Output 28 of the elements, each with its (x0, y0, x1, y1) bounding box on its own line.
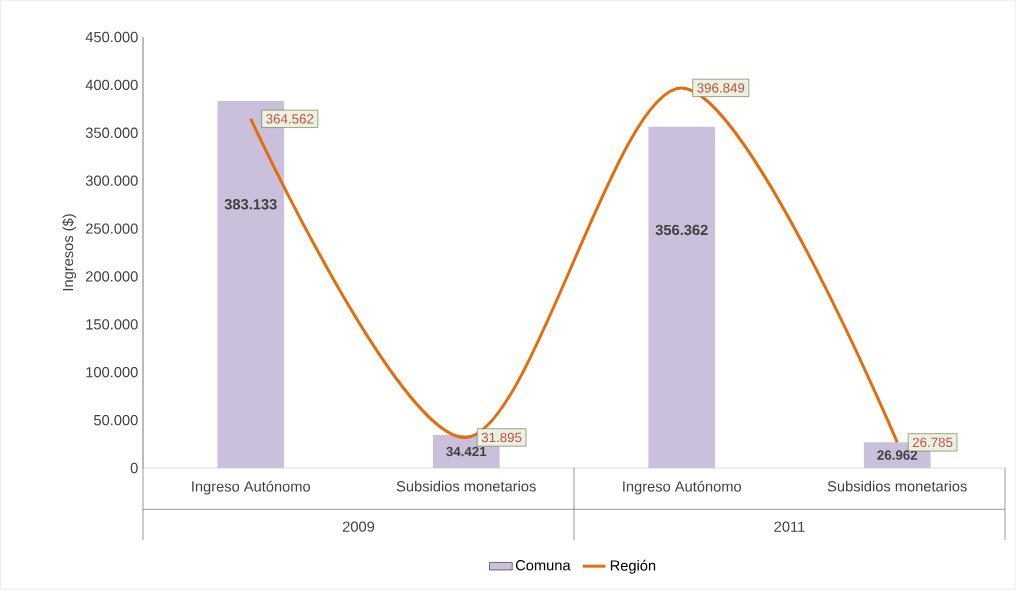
data-label: 34.421 (446, 446, 487, 457)
data-label: 396.849 (697, 83, 745, 93)
data-label: 26.962 (877, 450, 918, 460)
data-label: 383.133 (224, 199, 277, 210)
text: 2011 (774, 521, 805, 532)
y-tick-label: 250.000 (86, 223, 138, 234)
y-tick-label: 350.000 (85, 127, 138, 138)
y-tick-label: 200.000 (86, 271, 138, 282)
y-tick-label: 450.000 (85, 31, 138, 43)
x-tick-label: Ingreso Autónomo (192, 480, 311, 495)
y-tick-label: 100.000 (86, 367, 138, 378)
data-label: 31.895 (481, 432, 522, 443)
data-label: 26.785 (912, 437, 953, 448)
bar (648, 126, 716, 468)
x-tick-label: Ingreso Autónomo (623, 480, 742, 495)
y-tick-label: 150.000 (86, 319, 138, 330)
data-label: 364.562 (266, 114, 314, 124)
text: 2009 (342, 521, 375, 532)
legend-label: Región (610, 559, 656, 574)
x-tick-label: Subsidios monetarios (396, 480, 536, 492)
y-tick-label: 400.000 (85, 79, 138, 91)
x-tick-label: Subsidios monetarios (827, 480, 967, 492)
y-axis-title: Ingresos ($) (62, 214, 77, 291)
legend-label: Comuna (515, 560, 571, 571)
y-tick-label: 300.000 (85, 175, 138, 186)
y-tick-label: 0 (130, 462, 138, 474)
y-tick-label: 50.000 (94, 414, 138, 426)
data-label: 356.362 (655, 224, 708, 236)
